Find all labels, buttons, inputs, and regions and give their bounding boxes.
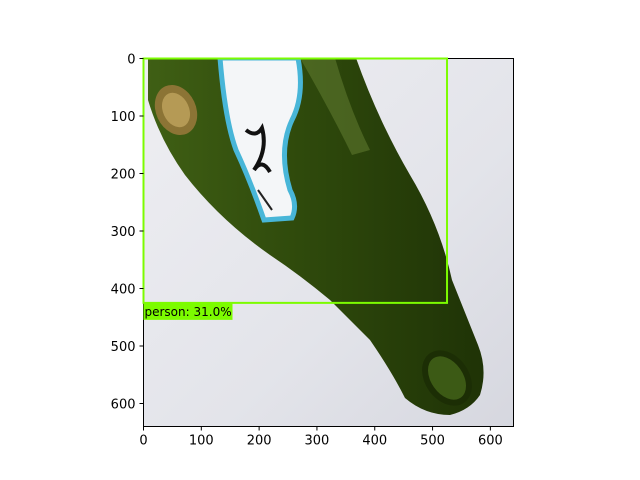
y-tick-label: 600 [111, 398, 136, 413]
detection-box [142, 57, 449, 304]
y-tick-label: 200 [111, 168, 136, 183]
y-axis: 0 100 200 300 400 500 600 [111, 53, 144, 413]
y-tick-label: 300 [111, 225, 136, 240]
x-axis: 0 100 200 300 400 500 600 [139, 426, 503, 449]
detection-overlay: person: 31.0% [142, 57, 449, 320]
y-tick-label: 500 [111, 340, 136, 355]
x-tick-label: 500 [420, 434, 445, 449]
x-tick-label: 400 [362, 434, 387, 449]
x-tick-label: 600 [478, 434, 503, 449]
y-tick-label: 0 [127, 53, 135, 68]
x-tick-label: 200 [247, 434, 272, 449]
photo [143, 58, 514, 427]
y-tick-label: 100 [111, 110, 136, 125]
y-tick-label: 400 [111, 283, 136, 298]
x-tick-label: 100 [189, 434, 214, 449]
x-tick-label: 300 [305, 434, 330, 449]
detection-label: person: 31.0% [145, 305, 232, 319]
detection-label-background [143, 302, 233, 320]
x-tick-label: 0 [139, 434, 147, 449]
